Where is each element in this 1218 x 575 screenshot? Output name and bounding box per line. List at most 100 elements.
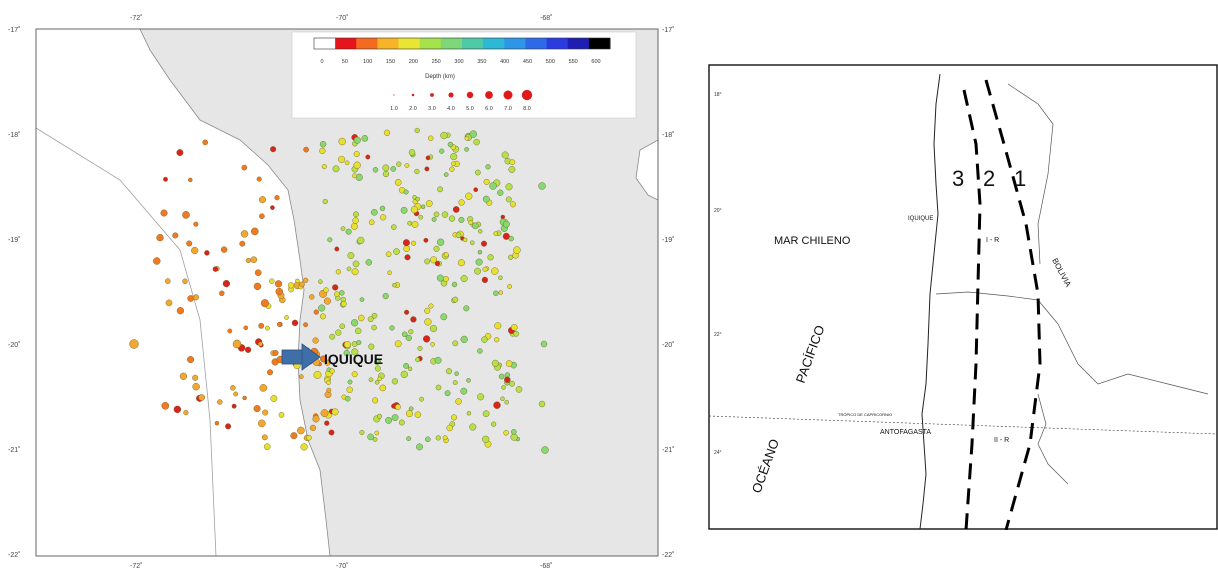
earthquake-marker [441,211,449,218]
earthquake-marker [510,433,518,441]
depth-tick-labels: 0 50 100 150 200 250 300 350 400 450 500 550 600 [320,59,600,65]
earthquake-marker [343,350,350,357]
colorbar-segment [377,38,400,49]
earthquake-marker [407,220,413,226]
earthquake-marker [370,208,378,216]
earthquake-marker [319,313,326,320]
earthquake-marker [508,235,514,242]
earthquake-marker [404,163,410,168]
magnitude-tick-label: 4.0 [447,106,455,112]
earthquake-marker [425,155,431,161]
earthquake-marker [504,376,511,383]
earthquake-marker [483,178,490,185]
earthquake-marker [507,284,512,289]
earthquake-marker [359,430,365,436]
magnitude-tick-labels: 1.0 2.0 3.0 4.0 5.0 6.0 7.0 8.0 [390,106,531,112]
earthquake-marker [161,401,170,410]
earthquake-marker [500,396,505,401]
earthquake-marker [274,280,283,288]
earthquake-marker [465,192,473,200]
earthquake-marker [374,359,380,365]
earthquake-marker [394,340,402,348]
earthquake-marker [352,173,357,179]
earthquake-marker [457,259,465,267]
earthquake-marker [387,270,392,275]
earthquake-marker [328,429,335,436]
depth-tick-label: 450 [523,59,532,65]
earthquake-marker [350,222,358,230]
earthquake-marker [318,304,326,312]
earthquake-marker [278,412,285,418]
earthquake-marker [430,256,438,264]
earthquake-marker [274,195,280,201]
earthquake-marker [423,237,429,243]
colorbar-segment [398,38,421,49]
earthquake-marker [403,245,411,252]
earthquake-marker [418,214,424,220]
earthquake-marker [327,237,333,243]
earthquake-marker [343,341,351,349]
colorbar-segment [483,38,505,49]
earthquake-marker [173,405,182,414]
earthquake-marker [303,277,309,283]
earthquake-marker [505,360,513,367]
earthquake-marker [367,316,374,323]
earthquake-marker [260,299,269,308]
earthquake-marker [358,314,365,322]
sea-label: MAR CHILENO [774,235,851,247]
earthquake-marker [187,356,195,364]
earthquake-marker [225,423,232,430]
earthquake-marker [372,437,378,442]
earthquake-marker [509,159,516,166]
earthquake-marker [326,380,331,385]
earthquake-marker [452,206,460,213]
seismicity-map-panel: -72˚ -70˚ -68˚ -72˚ -70˚ -68˚ -17˚ -18˚ … [8,14,674,570]
earthquake-marker [455,232,462,239]
earthquake-marker [329,333,336,340]
earthquake-marker [509,201,516,208]
magnitude-tick-label: 8.0 [523,106,531,112]
earthquake-marker [164,278,171,284]
plate-boundary-line [35,127,217,557]
earthquake-marker [374,379,380,385]
earthquake-marker [212,266,219,272]
earthquake-marker [487,254,494,261]
magnitude-tick-label: 2.0 [409,106,417,112]
earthquake-marker [407,366,413,371]
tick-x-top-1: -72˚ [130,14,142,22]
magnitude-dot [393,94,395,96]
earthquake-marker [267,369,274,376]
earthquake-marker [217,399,223,405]
earthquake-marker [192,383,200,391]
earthquake-marker [160,209,168,217]
earthquake-marker [391,414,399,421]
map-frame [35,28,659,557]
magnitude-dot [411,93,415,97]
earthquake-marker [475,258,483,266]
earthquake-marker [259,213,265,219]
earthquake-marker [469,240,475,246]
earthquake-marker [163,176,168,182]
earthquake-marker [498,275,503,280]
zone-boundary-west [962,89,982,531]
colorbar-segment [588,38,611,49]
earthquake-marker [231,403,237,409]
earthquake-marker [411,221,419,228]
earthquake-marker [183,410,189,416]
earthquake-marker [344,160,350,166]
earthquake-marker [165,299,173,307]
earthquake-marker [434,260,441,267]
earthquake-marker [440,131,448,140]
lat-22: 22° [714,332,722,338]
earthquake-marker [489,182,497,190]
earthquake-marker [368,377,374,383]
tick-x-bottom-1: -72˚ [130,562,142,570]
earthquake-marker [371,324,377,331]
tick-y-left-4: -20˚ [8,341,20,349]
earthquake-marker [434,356,442,364]
earthquake-marker [365,154,371,160]
earthquake-marker [353,136,361,144]
earthquake-marker [396,161,402,167]
earthquake-marker [390,224,397,230]
depth-tick-label: 250 [432,59,441,65]
